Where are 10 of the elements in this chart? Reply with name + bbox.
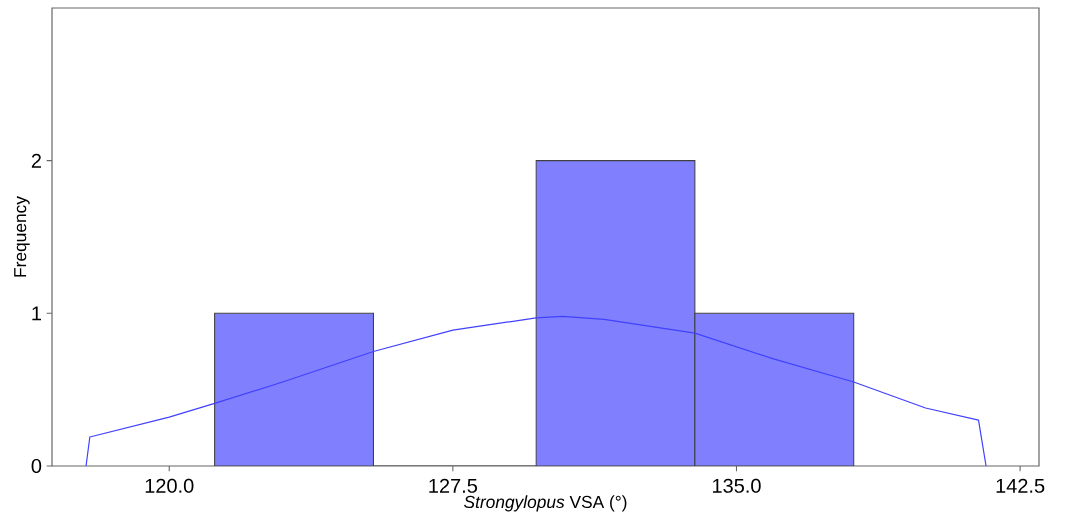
line-series bbox=[85, 315, 987, 466]
x-tick-label: 142.5 bbox=[996, 478, 1045, 493]
y-axis-title: Frequency bbox=[14, 196, 30, 277]
y-tick-label: 1 bbox=[32, 306, 41, 321]
x-tick-label: 127.5 bbox=[429, 478, 478, 493]
x-tick-label: 120.0 bbox=[145, 478, 194, 493]
x-axis-title: Strongylopus VSA (°) bbox=[464, 495, 627, 512]
y-tick-label: 0 bbox=[31, 458, 42, 474]
x-tick-label: 135.0 bbox=[712, 478, 761, 493]
y-tick-label: 2 bbox=[31, 153, 41, 168]
